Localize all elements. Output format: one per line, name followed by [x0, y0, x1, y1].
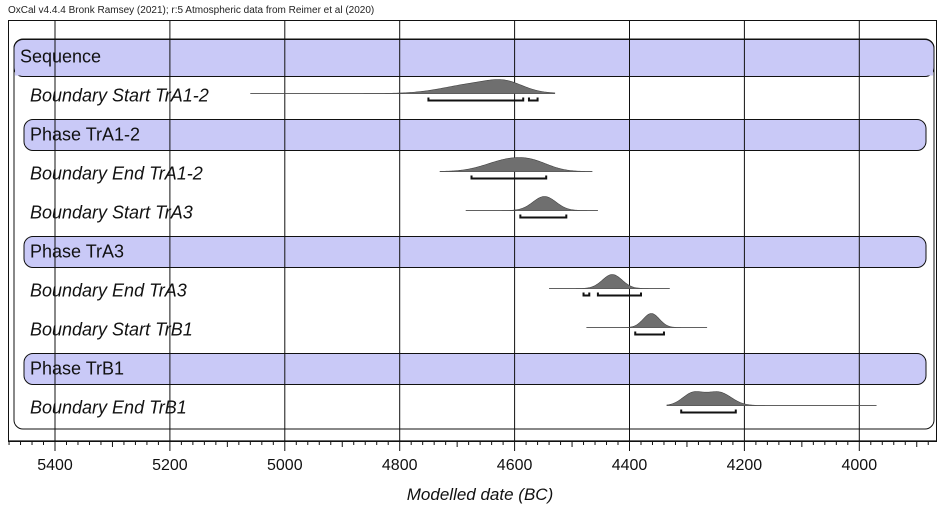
phase-band	[23, 353, 927, 385]
phase-label: Phase TrA1-2	[30, 125, 140, 145]
hpd-range	[527, 97, 539, 102]
x-tick-label: 4200	[727, 457, 763, 474]
row-plot	[465, 196, 598, 219]
density-curve	[549, 274, 670, 289]
row-plot	[549, 274, 670, 297]
hpd-range	[634, 331, 665, 336]
x-axis-label: Modelled date (BC)	[407, 485, 553, 504]
boundary-label: Boundary Start TrA1-2	[30, 86, 209, 106]
phase-label: Phase TrB1	[30, 359, 124, 379]
sequence-label: Sequence	[20, 47, 101, 67]
phase-label: Phase TrA3	[30, 242, 124, 262]
density-curve	[439, 157, 593, 172]
phase-band	[23, 119, 927, 151]
row-plot	[439, 157, 593, 180]
density-curve	[250, 79, 556, 94]
x-tick-label: 5000	[267, 457, 303, 474]
hpd-range	[427, 97, 525, 102]
boundary-label: Boundary End TrA1-2	[30, 164, 203, 184]
hpd-range	[582, 292, 591, 297]
row-plot	[666, 391, 877, 414]
density-curve	[586, 313, 708, 328]
boundary-label: Boundary Start TrA3	[30, 203, 193, 223]
x-tick-label: 4600	[497, 457, 533, 474]
x-tick-label: 4400	[612, 457, 648, 474]
phase-band	[23, 236, 927, 268]
boundary-label: Boundary Start TrB1	[30, 320, 193, 340]
density-curve	[465, 196, 598, 211]
row-plot	[250, 79, 556, 102]
credit-text: OxCal v4.4.4 Bronk Ramsey (2021); r:5 At…	[8, 5, 374, 16]
hpd-range	[680, 409, 737, 414]
x-tick-label: 5400	[37, 457, 73, 474]
x-tick-label: 4000	[842, 457, 878, 474]
density-curve	[666, 391, 877, 406]
hpd-range	[596, 292, 642, 297]
row-plot	[586, 313, 708, 336]
sequence-band-fill	[15, 55, 933, 76]
boundary-label: Boundary End TrA3	[30, 281, 187, 301]
x-tick-label: 5200	[152, 457, 188, 474]
boundary-label: Boundary End TrB1	[30, 398, 187, 418]
hpd-range	[519, 214, 568, 219]
hpd-range	[470, 175, 548, 180]
x-tick-label: 4800	[382, 457, 418, 474]
